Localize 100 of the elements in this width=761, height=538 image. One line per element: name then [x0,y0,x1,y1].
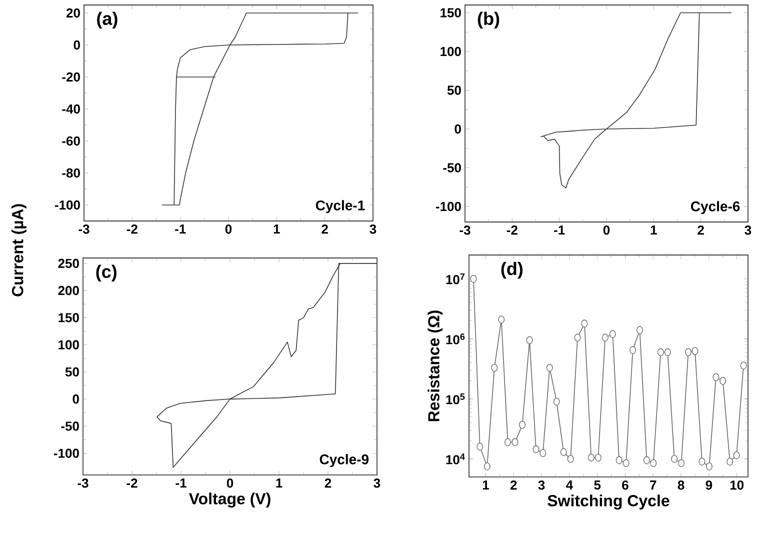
y-tick-label: 50 [65,367,79,377]
y-axis-title: Current (µA) [12,204,26,296]
x-tick-label: 7 [650,480,656,490]
x-tick-label: 3 [370,224,376,234]
point [726,458,734,466]
x-axis-title: Voltage (V) [188,492,270,508]
annotation: (d) [501,262,523,279]
y-tick-label: 150 [58,313,79,322]
point [470,274,477,283]
point [476,442,484,451]
point [630,346,636,354]
point [671,454,678,463]
x-axis-title: Switching Cycle [548,494,670,510]
y-tick-label: -80 [62,168,80,178]
x-tick-label: -2 [126,478,138,488]
annotation: Cycle-6 [690,201,740,214]
point [574,334,581,342]
x-tick-label: 10 [730,480,744,490]
y-tick-label: -100 [436,202,461,212]
y-tick-label: -100 [54,200,80,210]
x-tick-label: -3 [460,226,470,235]
annotation: Cycle-9 [320,454,369,468]
point [546,364,553,372]
annotation: Cycle-1 [316,200,365,214]
x-tick-label: 1 [274,224,280,234]
y-tick-label: -60 [62,136,80,146]
y-tick-label: -50 [443,163,461,172]
point [567,454,574,463]
point [491,364,498,372]
line-series [156,263,378,468]
x-tick-label: 8 [678,480,684,490]
point [712,373,720,382]
point [720,376,726,385]
x-tick-label: -3 [78,224,90,234]
x-tick-label: 2 [698,226,704,235]
point [609,330,616,338]
y-tick-label: -100 [54,448,79,458]
y-tick-label: 0 [72,394,79,404]
y-tick-label: 0 [74,40,80,50]
point [622,459,630,468]
x-tick-label: 1 [482,480,489,490]
point [602,334,608,342]
y-tick-label: 10$^{7}$ [446,274,465,284]
x-tick-label: -2 [126,224,138,234]
x-tick-label: -2 [506,226,518,235]
y-axis-title: Resistance (Ω) [428,310,443,422]
point [698,458,706,466]
annotation: (b) [478,12,500,29]
x-tick-label: 0 [226,478,234,488]
y-tick-label: 200 [58,286,79,296]
x-tick-label: 5 [594,480,601,490]
x-tick-label: 9 [706,480,712,490]
y-tick-label: 10$^{5}$ [446,394,465,404]
point [526,336,533,344]
point [519,420,526,429]
point [616,456,622,464]
point [692,346,698,355]
y-tick-label: 10$^{6}$ [446,333,465,344]
point [498,316,505,324]
y-tick-label: 10$^{4}$ [446,454,465,464]
x-tick-label: 2 [322,224,328,234]
y-tick-label: 150 [440,8,461,18]
point [650,459,657,468]
point [678,459,685,468]
y-tick-label: 50 [447,86,461,95]
point [581,320,588,328]
point [553,398,560,406]
x-tick-label: 2 [510,480,517,490]
point [706,462,712,470]
point [504,438,512,446]
y-tick-label: -50 [61,422,79,431]
annotation: (c) [96,264,116,282]
x-tick-label: 0 [225,224,232,234]
x-tick-label: 6 [622,480,628,490]
point [560,448,567,456]
x-tick-label: -3 [78,478,88,488]
point [740,362,747,370]
point [594,454,602,462]
point [643,456,650,464]
x-tick-label: 3 [744,226,752,235]
x-tick-label: 1 [650,226,657,234]
y-tick-label: 100 [58,340,79,350]
point [733,451,740,460]
point [512,438,518,446]
point [685,348,692,356]
x-tick-label: 1 [276,478,282,488]
point [657,348,664,356]
x-tick-label: -1 [175,224,186,234]
x-tick-label: 2 [324,478,332,488]
point [484,462,490,470]
point [532,445,540,454]
x-tick-label: -1 [176,478,186,488]
point [540,449,546,458]
x-tick-label: -1 [554,226,565,234]
y-tick-label: -20 [62,72,80,82]
point [588,454,594,462]
annotation: (a) [97,12,118,29]
y-tick-label: -40 [62,104,80,114]
y-tick-label: 20 [66,8,80,18]
y-tick-label: 0 [454,124,461,134]
